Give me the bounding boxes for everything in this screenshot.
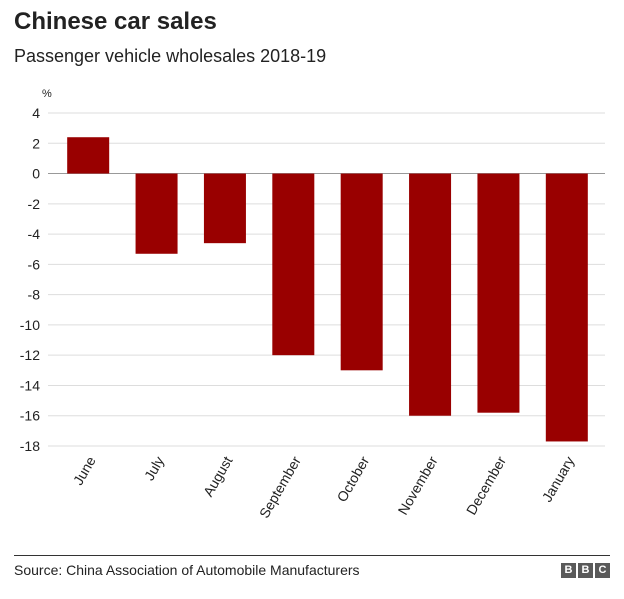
y-tick-label: -14 [20,377,40,393]
x-tick-label: August [200,453,236,499]
bar-chart: %4 2 0 -2 -4 -6 -8 -10 -12 -14 -16 -18 June July Augus… [20,88,605,521]
x-tick-label: November [395,453,441,517]
x-tick-label: January [539,454,578,505]
y-tick-label: -6 [28,256,41,272]
y-tick-label: -12 [20,347,40,363]
y-tick-label: 2 [32,135,40,151]
x-tick-label: July [141,454,167,484]
bar-january [545,173,588,442]
bbc-logo-letter-2: B [578,563,593,578]
y-tick-label: -4 [28,226,41,242]
x-tick-label: October [334,453,373,504]
bar-july [135,173,178,254]
bar-august [203,173,246,244]
bar-september [272,173,315,356]
x-tick-label: December [463,453,509,517]
footer-divider [14,555,610,556]
bbc-logo: B B C [561,563,610,578]
y-tick-label: -8 [28,287,41,303]
y-tick-label: -16 [20,408,40,424]
bar-october [340,173,383,371]
y-tick-label: 4 [32,105,40,121]
chart-subtitle: Passenger vehicle wholesales 2018-19 [14,46,327,66]
y-tick-label: -2 [28,196,41,212]
bbc-logo-letter-1: B [561,563,576,578]
y-tick-label: 0 [32,166,40,182]
bar-june [67,137,110,174]
y-tick-label: -18 [20,438,40,454]
source-note: Source: China Association of Automobile … [14,562,360,578]
bar-december [477,173,520,413]
y-tick-label: -10 [20,317,40,333]
chart-title: Chinese car sales [14,8,217,35]
bar-november [409,173,452,416]
x-tick-label: September [256,453,304,521]
y-axis-unit-label: % [42,88,52,100]
x-tick-label: June [70,453,99,487]
bbc-logo-letter-3: C [595,563,610,578]
